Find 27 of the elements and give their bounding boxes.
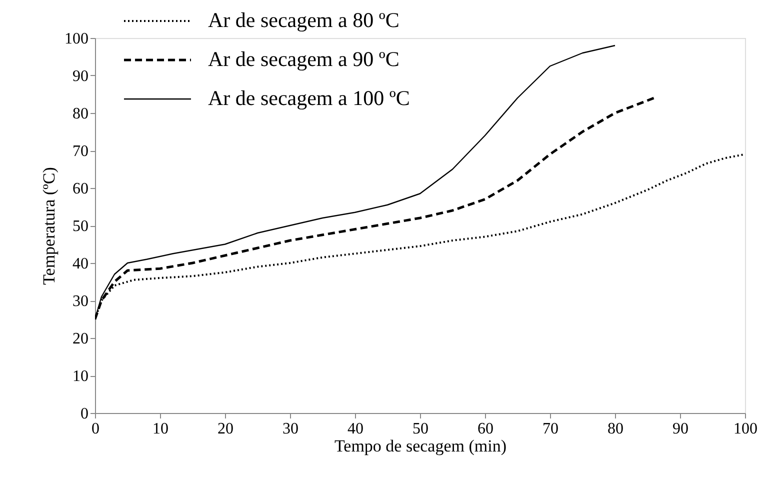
y-tick-label: 100 <box>64 30 88 48</box>
x-tick-label: 20 <box>218 420 234 438</box>
y-tick-label: 80 <box>72 106 88 122</box>
legend-label: Ar de secagem a 90 ºC <box>208 47 400 71</box>
y-axis-title: Temperatura (ºC) <box>40 167 58 285</box>
y-tick-label: 90 <box>72 68 88 85</box>
x-tick-label: 90 <box>672 420 688 438</box>
x-axis-title: Tempo de secagem (min) <box>334 436 507 456</box>
y-tick-label: 10 <box>72 368 88 385</box>
x-tick-label: 70 <box>542 420 558 438</box>
y-tick-label: 0 <box>80 406 88 422</box>
y-tick-label: 50 <box>72 218 88 235</box>
y-tick-label: 20 <box>72 330 88 348</box>
y-tick-label: 60 <box>72 180 88 198</box>
x-tick-label: 10 <box>152 420 168 438</box>
x-tick-label: 60 <box>478 420 494 438</box>
x-tick-label: 30 <box>282 420 298 438</box>
legend-label: Ar de secagem a 100 ºC <box>208 86 410 110</box>
legend-label: Ar de secagem a 80 ºC <box>208 8 400 32</box>
x-tick-label: 80 <box>608 420 624 438</box>
x-tick-label: 50 <box>412 420 428 438</box>
x-tick-label: 100 <box>734 420 758 438</box>
x-tick-label: 40 <box>348 420 364 438</box>
y-tick-label: 70 <box>72 143 88 160</box>
y-tick-label: 30 <box>72 293 88 310</box>
x-tick-label: 0 <box>92 420 100 438</box>
y-tick-label: 40 <box>72 256 88 272</box>
